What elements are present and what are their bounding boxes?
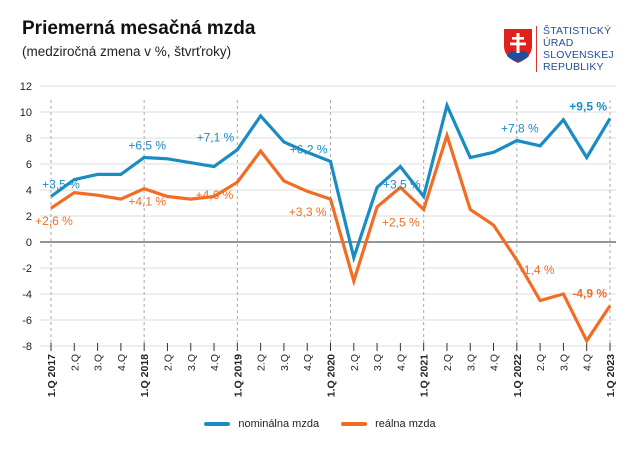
x-tick-label: 4.Q [302, 354, 314, 371]
data-label: +3,5 % [383, 178, 421, 192]
logo-text: ŠTATISTICKÝ ÚRAD SLOVENSKEJ REPUBLIKY [543, 25, 614, 73]
data-label: +6,2 % [290, 142, 328, 156]
logo-divider [536, 26, 537, 72]
data-label: -1,4 % [520, 263, 555, 277]
x-tick-label: 3.Q [279, 354, 291, 371]
data-label: +4,1 % [128, 195, 166, 209]
x-tick-label: 1.Q 2019 [232, 354, 244, 397]
legend: nominálna mzda reálna mzda [0, 418, 640, 430]
x-tick-label: 2.Q [442, 354, 454, 371]
legend-swatch-nominal [204, 422, 231, 426]
y-tick-label: -2 [22, 263, 32, 275]
x-tick-label: 3.Q [372, 354, 384, 371]
legend-label: nominálna mzda [238, 418, 320, 430]
data-label: +2,6 % [35, 214, 73, 228]
x-tick-label: 3.Q [93, 354, 105, 371]
x-tick-label: 1.Q 2022 [512, 354, 524, 397]
y-tick-label: 4 [26, 185, 32, 197]
data-label: +7,8 % [501, 122, 539, 136]
data-label: +3,3 % [289, 205, 327, 219]
logo-line: ŠTATISTICKÝ [543, 25, 612, 37]
x-tick-label: 4.Q [395, 354, 407, 371]
y-tick-label: 10 [20, 107, 32, 119]
data-label: +6,5 % [128, 139, 166, 153]
y-tick-label: 6 [26, 159, 32, 171]
x-tick-label: 3.Q [558, 354, 570, 371]
legend-swatch-real [341, 422, 368, 426]
logo-line: SLOVENSKEJ [543, 49, 614, 61]
data-label: +7,1 % [197, 131, 235, 145]
chart-title: Priemerná mesačná mzda [22, 18, 256, 39]
x-tick-label: 1.Q 2023 [605, 354, 617, 397]
x-tick-label: 2.Q [69, 354, 81, 371]
x-tick-label: 2.Q [535, 354, 547, 371]
x-tick-label: 1.Q 2018 [139, 354, 151, 397]
data-label: +9,5 % [569, 100, 607, 114]
statistical-office-logo: ŠTATISTICKÝ ÚRAD SLOVENSKEJ REPUBLIKY [503, 24, 633, 74]
y-tick-label: -8 [22, 341, 32, 353]
legend-item-real: reálna mzda [341, 418, 436, 430]
x-tick-label: 3.Q [465, 354, 477, 371]
x-tick-label: 4.Q [209, 354, 221, 371]
x-tick-label: 4.Q [116, 354, 128, 371]
y-tick-label: -4 [22, 289, 32, 301]
x-tick-label: 1.Q 2017 [46, 354, 58, 397]
y-tick-label: 12 [20, 81, 32, 93]
logo-line: REPUBLIKY [543, 61, 604, 73]
y-tick-label: 2 [26, 211, 32, 223]
data-label: +3,5 % [42, 178, 80, 192]
logo-line: ÚRAD [543, 37, 574, 49]
x-tick-label: 2.Q [256, 354, 268, 371]
slovak-coat-of-arms-icon [504, 29, 532, 63]
x-tick-label: 4.Q [582, 354, 594, 371]
x-tick-label: 1.Q 2021 [419, 354, 431, 397]
y-tick-label: 0 [26, 237, 32, 249]
y-tick-label: -6 [22, 315, 32, 327]
legend-label: reálna mzda [375, 418, 436, 430]
x-tick-label: 4.Q [489, 354, 501, 371]
x-tick-label: 2.Q [349, 354, 361, 371]
legend-item-nominal: nominálna mzda [204, 418, 319, 430]
y-tick-label: 8 [26, 133, 32, 145]
x-tick-label: 2.Q [162, 354, 174, 371]
data-label: +4,6 % [196, 188, 234, 202]
data-label: -4,9 % [572, 287, 607, 301]
x-tick-label: 1.Q 2020 [326, 354, 338, 397]
data-label: +2,5 % [382, 216, 420, 230]
x-tick-label: 3.Q [186, 354, 198, 371]
chart-subtitle: (medziročná zmena v %, štvrťroky) [22, 44, 232, 59]
